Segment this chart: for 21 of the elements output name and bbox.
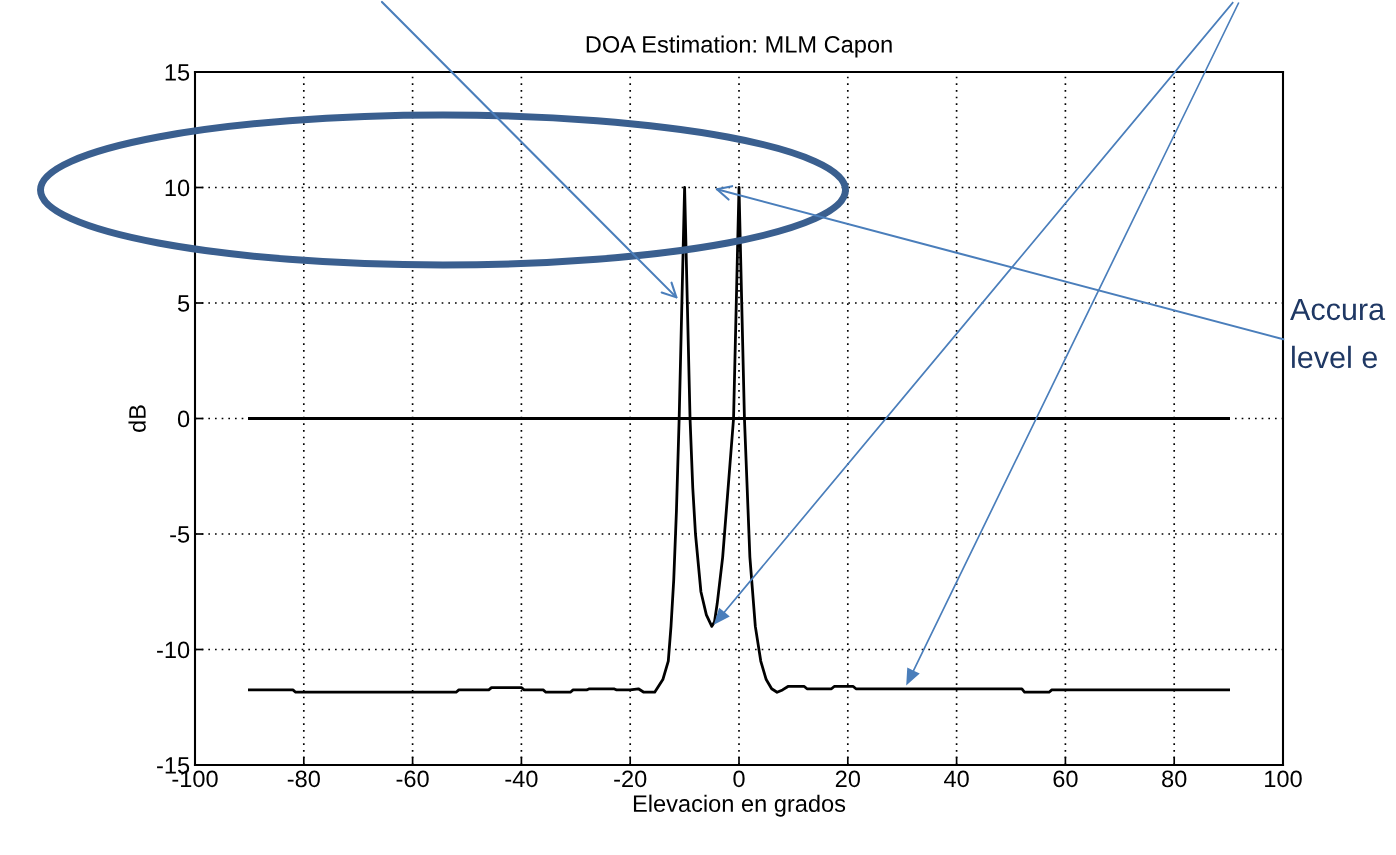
- x-tick-label: -20: [614, 770, 647, 788]
- x-tick-label: 100: [1265, 770, 1302, 788]
- x-axis-title: Elevacion en grados: [633, 794, 846, 817]
- x-tick-label: -40: [505, 770, 538, 788]
- text: Accura: [1290, 298, 1386, 321]
- x-tick-label: -80: [287, 770, 320, 788]
- text: level e: [1292, 345, 1377, 369]
- x-tick-label: -60: [396, 770, 429, 788]
- x-tick-label: 20: [835, 770, 861, 788]
- y-tick-label: -10: [157, 641, 190, 659]
- chart-title: DOA Estimation: MLM Capon: [586, 35, 892, 58]
- y-tick-label: 10: [165, 179, 190, 197]
- y-axis-title: dB: [128, 405, 146, 432]
- y-tick-label: 15: [165, 64, 190, 81]
- x-tick-label: 40: [944, 770, 969, 788]
- y-tick-label: -5: [170, 526, 190, 543]
- x-tick-label: 60: [1053, 770, 1078, 788]
- x-tick-label: 0: [733, 770, 745, 788]
- y-tick-label: 5: [177, 295, 190, 312]
- x-tick-label: 80: [1162, 770, 1187, 788]
- y-tick-label: 0: [177, 410, 190, 428]
